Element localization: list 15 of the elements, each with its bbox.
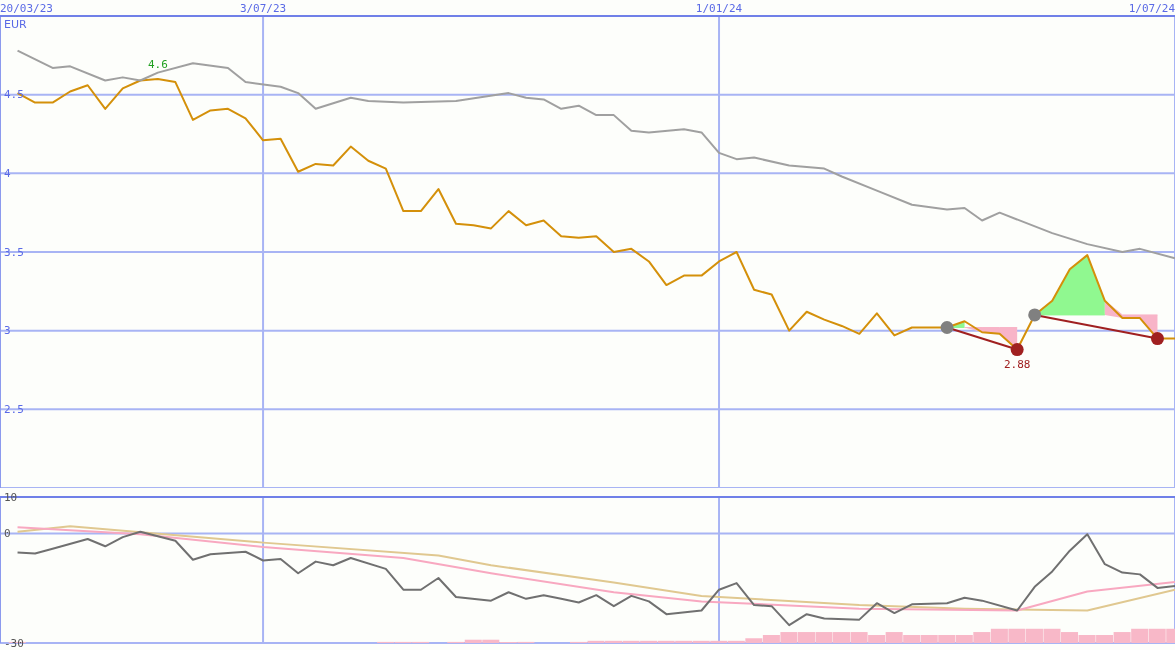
y-tick-label: 2.5 — [4, 402, 24, 416]
y-tick-label: 3.5 — [4, 245, 24, 259]
annotation: 4.6 — [147, 57, 168, 71]
y-tick-label: 4.5 — [4, 88, 24, 102]
x-tick-label: 1/07/24 — [1128, 2, 1175, 15]
y-tick-label: 4 — [4, 166, 11, 180]
y-tick-label: 3 — [4, 324, 11, 338]
annotation: 2.88 — [1003, 358, 1031, 372]
y-tick-label: 0 — [4, 527, 11, 540]
y-tick-label: -30 — [4, 636, 24, 650]
x-tick-label: 1/01/24 — [695, 2, 743, 15]
x-tick-label: 20/03/23 — [0, 2, 53, 15]
line-series — [16, 530, 1175, 627]
y-axis-title: EUR — [4, 18, 27, 31]
x-tick-label: 3/07/23 — [239, 2, 287, 15]
